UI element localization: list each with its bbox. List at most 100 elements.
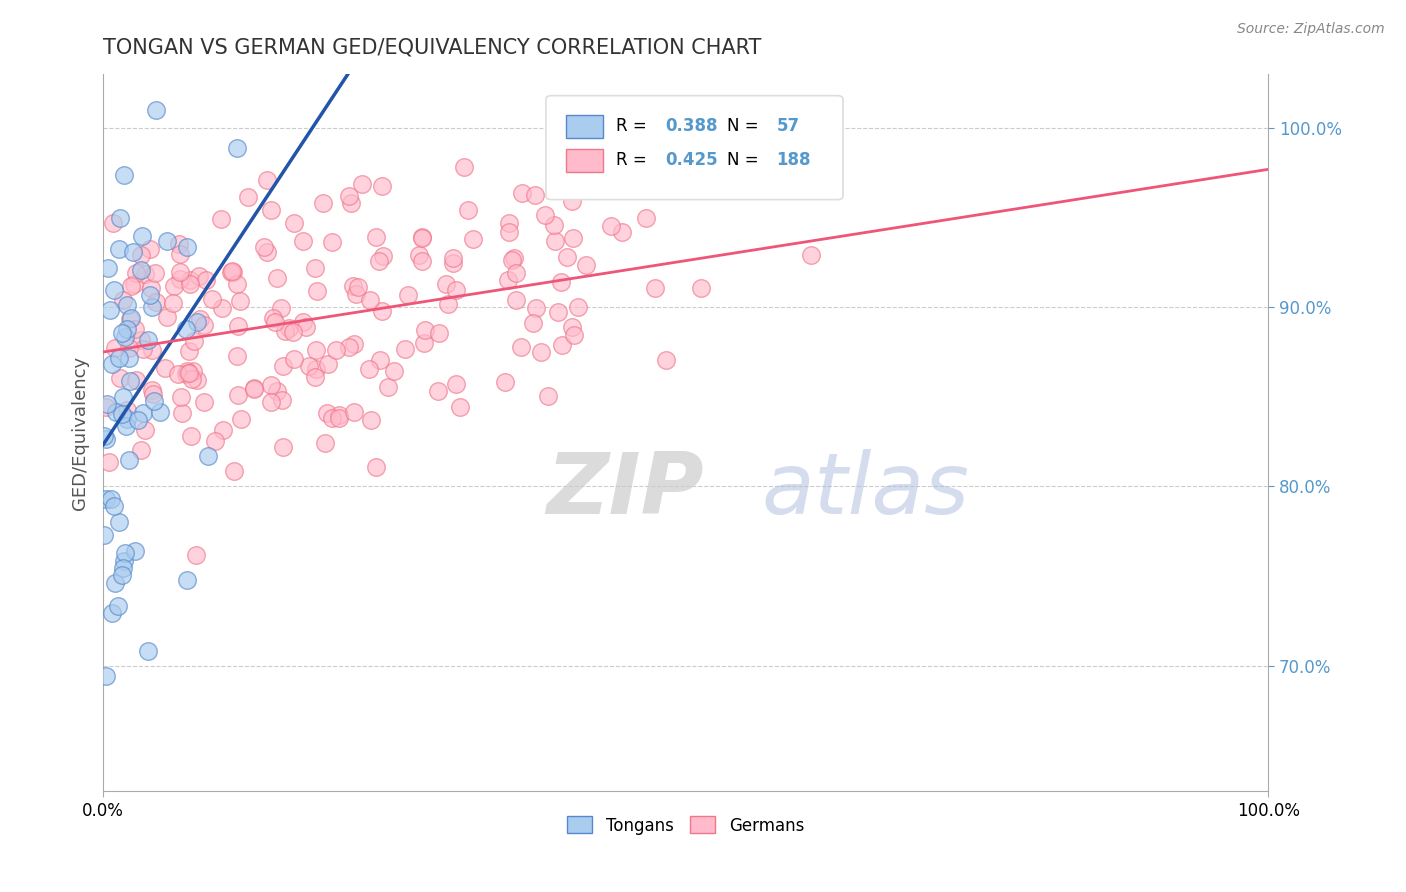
Point: [129, 263, 152, 277]
Point: [138, 242, 160, 256]
Point: [304, 260, 326, 275]
Text: N =: N =: [727, 151, 763, 169]
Point: [434, 277, 457, 292]
Point: [177, 366, 200, 380]
Text: atlas: atlas: [762, 449, 970, 532]
Point: [169, 265, 191, 279]
Point: [370, 353, 392, 368]
Point: [264, 315, 287, 329]
Point: [343, 405, 366, 419]
Point: [260, 202, 283, 217]
Point: [370, 304, 392, 318]
Point: [94, 432, 117, 446]
Point: [271, 392, 294, 407]
Point: [108, 351, 131, 365]
Point: [145, 295, 167, 310]
Point: [453, 160, 475, 174]
Point: [120, 312, 142, 326]
Point: [561, 230, 583, 244]
Point: [271, 440, 294, 454]
Point: [141, 343, 163, 357]
Point: [562, 328, 585, 343]
Point: [170, 406, 193, 420]
Point: [567, 300, 589, 314]
Point: [122, 277, 145, 291]
Point: [561, 194, 583, 208]
Point: [800, 248, 823, 262]
Point: [298, 359, 321, 374]
Point: [283, 352, 305, 367]
Point: [112, 553, 135, 567]
Point: [145, 103, 167, 117]
FancyBboxPatch shape: [565, 149, 603, 171]
Point: [337, 189, 360, 203]
Point: [181, 372, 204, 386]
Point: [544, 234, 567, 248]
Point: [382, 364, 405, 378]
Point: [149, 405, 172, 419]
Point: [231, 412, 253, 426]
Text: 0.388: 0.388: [665, 118, 717, 136]
Point: [103, 283, 125, 297]
Point: [121, 244, 143, 259]
Point: [115, 322, 138, 336]
Point: [211, 301, 233, 315]
Point: [253, 239, 276, 253]
Point: [115, 402, 138, 417]
Point: [101, 357, 124, 371]
Point: [112, 293, 135, 307]
Text: R =: R =: [616, 151, 652, 169]
Point: [228, 319, 250, 334]
Point: [304, 370, 326, 384]
Point: [131, 333, 153, 347]
Point: [180, 428, 202, 442]
Point: [550, 275, 572, 289]
Text: TONGAN VS GERMAN GED/EQUIVALENCY CORRELATION CHART: TONGAN VS GERMAN GED/EQUIVALENCY CORRELA…: [103, 37, 762, 57]
Point: [105, 405, 128, 419]
Point: [177, 344, 200, 359]
Point: [136, 333, 159, 347]
Point: [352, 178, 374, 192]
Point: [162, 296, 184, 310]
Text: ZIP: ZIP: [546, 449, 703, 532]
Point: [498, 225, 520, 239]
Point: [523, 188, 546, 202]
Point: [143, 266, 166, 280]
Point: [408, 248, 430, 262]
Point: [551, 337, 574, 351]
Point: [177, 366, 200, 380]
Point: [543, 219, 565, 233]
Point: [131, 229, 153, 244]
Point: [96, 397, 118, 411]
Point: [98, 455, 121, 469]
Point: [225, 277, 247, 292]
Point: [111, 326, 134, 341]
FancyBboxPatch shape: [565, 115, 603, 138]
Point: [94, 492, 117, 507]
Point: [117, 412, 139, 426]
Point: [305, 343, 328, 357]
Point: [120, 311, 142, 326]
Point: [139, 288, 162, 302]
Text: 188: 188: [776, 151, 811, 169]
Point: [107, 599, 129, 613]
Point: [94, 668, 117, 682]
Point: [111, 407, 134, 421]
Point: [314, 435, 336, 450]
Point: [644, 281, 666, 295]
Point: [274, 324, 297, 338]
Text: R =: R =: [616, 118, 652, 136]
Point: [108, 242, 131, 256]
Point: [444, 376, 467, 391]
Point: [98, 302, 121, 317]
Point: [134, 267, 156, 281]
Point: [221, 264, 243, 278]
Point: [229, 293, 252, 308]
Point: [429, 326, 451, 340]
Point: [125, 267, 148, 281]
Point: [243, 381, 266, 395]
Point: [124, 322, 146, 336]
Point: [197, 449, 219, 463]
Point: [104, 341, 127, 355]
Point: [112, 390, 135, 404]
